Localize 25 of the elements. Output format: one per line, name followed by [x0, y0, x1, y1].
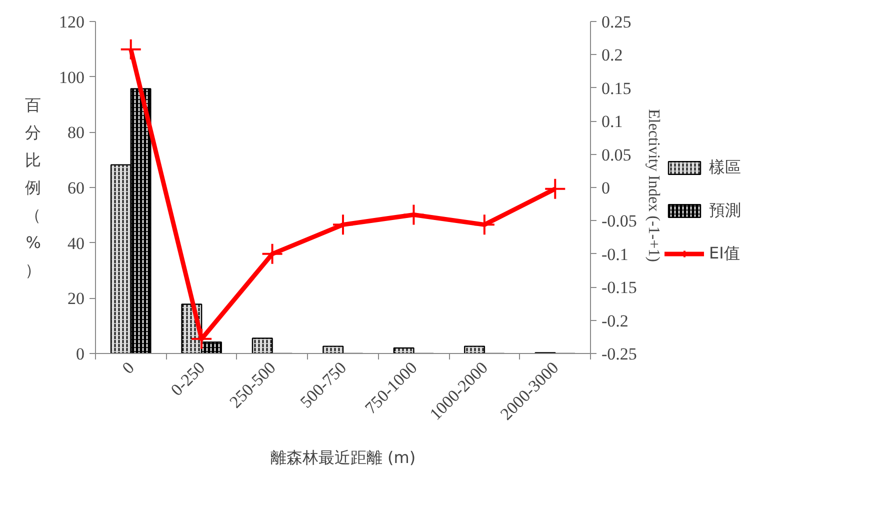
y2-tick-label: -0.05 [602, 212, 637, 231]
y-tick-label: 20 [68, 289, 84, 308]
y-tick-label: 80 [68, 123, 84, 142]
y2-tick-label: -0.1 [602, 244, 628, 264]
y2-tick-label: -0.25 [602, 344, 637, 364]
y2-tick-label: 0 [602, 178, 610, 198]
y2-tick-label: 0.1 [602, 112, 623, 132]
legend-label: EI值 [709, 243, 740, 264]
y2-axis-title: Electivity Index (-1-+1) [644, 109, 662, 262]
y-tick-label: 100 [59, 68, 84, 87]
y2-tick-label: 0.2 [602, 46, 623, 65]
y2-tick-label: 0.15 [602, 78, 632, 98]
y2-tick-label: -0.15 [602, 278, 637, 298]
y-tick-label: 0 [76, 344, 84, 364]
y2-tick-label: 0.05 [602, 145, 632, 164]
y-tick-label: 120 [59, 12, 84, 32]
legend-label: 樣區 [709, 157, 741, 178]
y-tick-label: 60 [68, 178, 84, 198]
x-axis-title: 離森林最近距離 (m) [270, 448, 416, 468]
x-tick-label: 0 [118, 358, 138, 378]
y2-tick-label: -0.2 [602, 311, 628, 330]
y-axis-title: 百分比例（%） [25, 95, 41, 280]
legend-label: 預測 [709, 200, 741, 221]
y-tick-label: 40 [68, 234, 84, 253]
y2-tick-label: 0.25 [602, 12, 632, 32]
